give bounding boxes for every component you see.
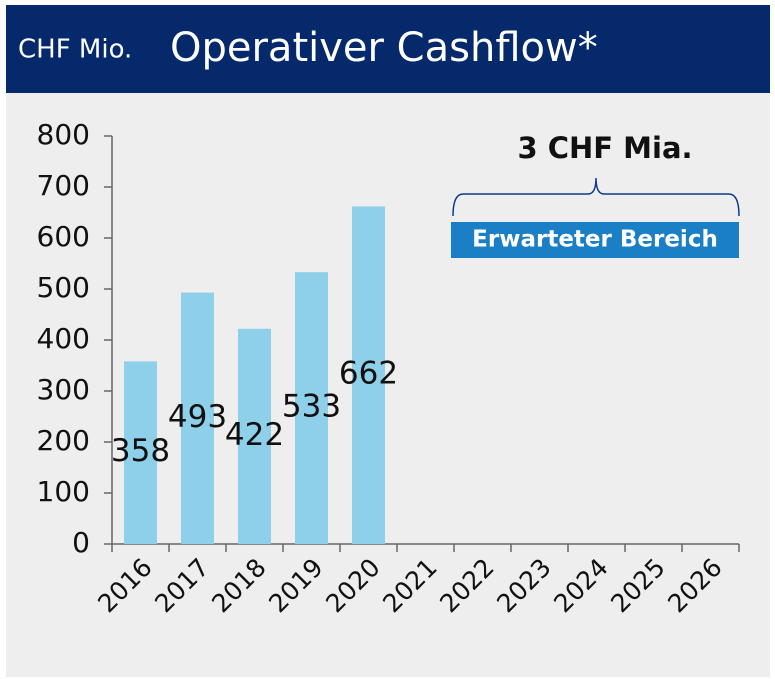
bar <box>181 292 214 544</box>
annotation: 3 CHF Mia. <box>517 131 692 165</box>
data-label: 662 <box>339 356 398 392</box>
bar <box>238 328 271 544</box>
y-tick-label: 0 <box>72 526 90 559</box>
y-tick-label: 500 <box>37 271 90 304</box>
range-label: Erwarteter Bereich <box>472 227 718 253</box>
y-tick-label: 100 <box>37 475 90 508</box>
y-tick-label: 300 <box>37 373 90 406</box>
range-box <box>451 222 739 258</box>
y-tick-label: 700 <box>37 169 90 202</box>
unit-label: CHF Mio. <box>18 35 132 65</box>
bar <box>124 361 157 544</box>
bar <box>352 206 385 544</box>
y-tick-label: 800 <box>37 118 90 151</box>
y-tick-label: 200 <box>37 424 90 457</box>
brace <box>452 177 740 217</box>
chart-title: Operativer Cashflow* <box>170 25 598 71</box>
data-label: 493 <box>168 399 227 435</box>
y-tick-label: 400 <box>37 322 90 355</box>
bar <box>295 272 328 544</box>
data-label: 422 <box>225 417 284 453</box>
y-tick-label: 600 <box>37 220 90 253</box>
data-label: 533 <box>282 389 341 425</box>
header <box>6 5 770 93</box>
data-label: 358 <box>111 433 170 469</box>
